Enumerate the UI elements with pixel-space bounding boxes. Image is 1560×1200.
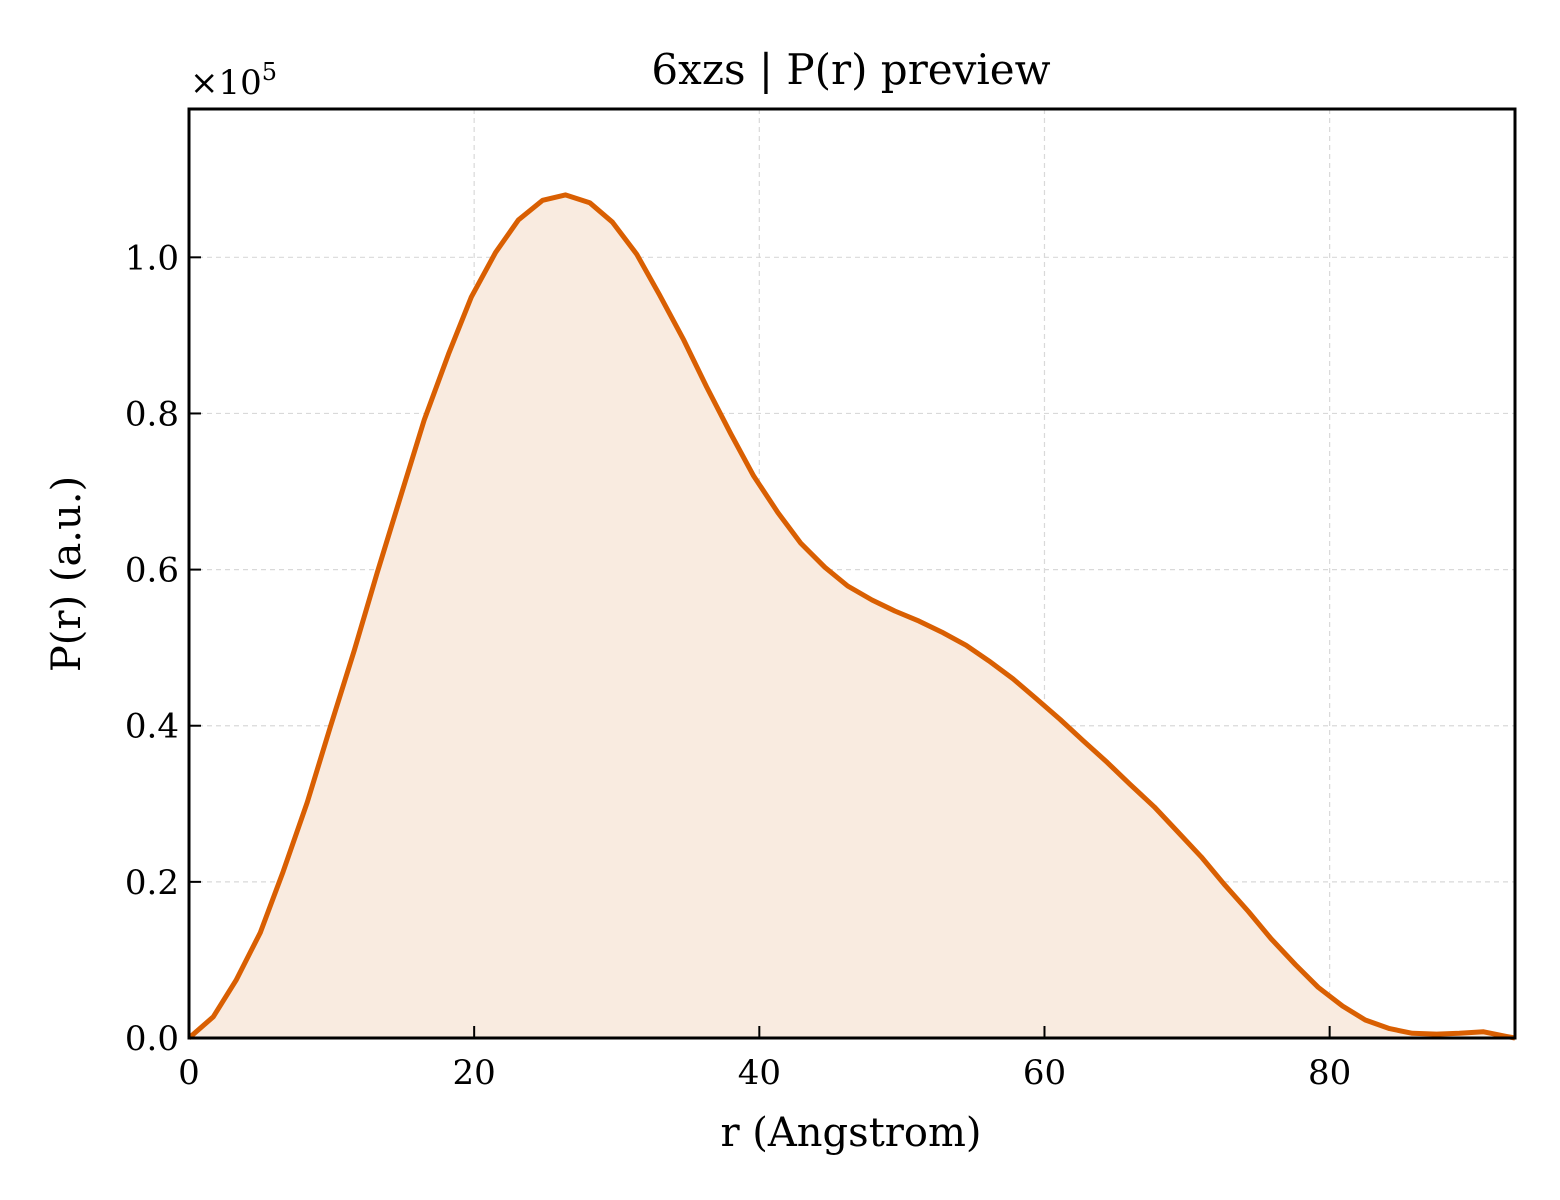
x-axis-label: r (Angstrom) — [720, 1110, 981, 1156]
y-axis-label: P(r) (a.u.) — [44, 476, 90, 672]
pr-area-fill — [189, 194, 1515, 1038]
y-tick-label: 0.2 — [125, 863, 179, 903]
x-tick-label: 0 — [178, 1053, 200, 1093]
y-axis-multiplier: ×105 — [190, 58, 277, 103]
x-tick-label: 60 — [1023, 1053, 1066, 1093]
y-tick-label: 0.4 — [125, 707, 179, 747]
axis-ticks: 0 20 40 60 80 0.0 0.2 0.4 0.6 0.8 1.0 — [125, 238, 1351, 1093]
x-tick-label: 40 — [738, 1053, 781, 1093]
x-tick-label: 80 — [1308, 1053, 1351, 1093]
pr-series-line — [187, 192, 1516, 1041]
plot-frame — [187, 107, 1517, 1040]
y-tick-label: 0.0 — [125, 1019, 179, 1059]
y-tick-label: 0.8 — [125, 394, 179, 434]
y-tick-label: 0.6 — [125, 551, 179, 591]
chart-title: 6xzs | P(r) preview — [651, 45, 1050, 94]
y-tick-label: 1.0 — [125, 238, 179, 278]
x-tick-label: 20 — [453, 1053, 496, 1093]
